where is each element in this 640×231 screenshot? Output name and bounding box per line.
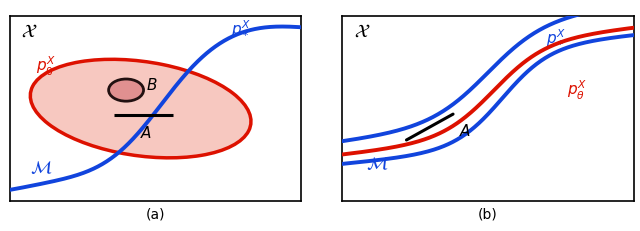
Text: $p_*^X$: $p_*^X$ xyxy=(547,28,566,49)
Text: $p_*^X$: $p_*^X$ xyxy=(231,19,251,39)
Text: $\mathcal{X}$: $\mathcal{X}$ xyxy=(354,22,371,41)
Text: (a): (a) xyxy=(145,208,165,222)
Text: $A$: $A$ xyxy=(140,125,152,141)
Ellipse shape xyxy=(30,59,251,158)
Text: $\mathcal{X}$: $\mathcal{X}$ xyxy=(21,22,38,41)
Text: $\mathcal{M}$: $\mathcal{M}$ xyxy=(365,155,388,173)
Text: $p_0^X$: $p_0^X$ xyxy=(36,55,56,78)
Text: $p_\theta^X$: $p_\theta^X$ xyxy=(566,79,586,102)
Text: $B$: $B$ xyxy=(147,76,158,93)
Text: (b): (b) xyxy=(478,208,498,222)
Text: $A$: $A$ xyxy=(459,123,471,139)
Text: $\mathcal{M}$: $\mathcal{M}$ xyxy=(30,159,52,177)
Circle shape xyxy=(109,79,143,101)
